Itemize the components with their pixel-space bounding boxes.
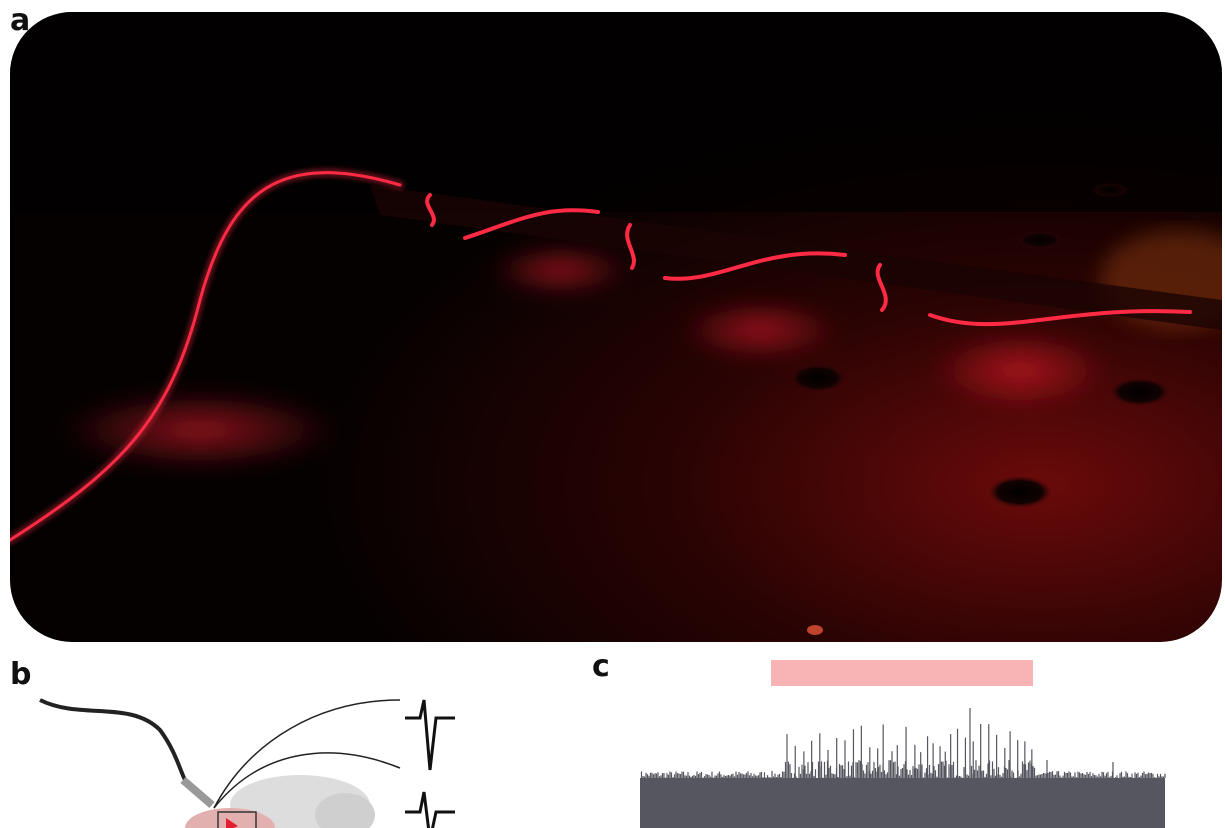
stimulus-bar: [771, 660, 1033, 686]
page: a b c (() => { const data = JSON.parse(d…: [0, 0, 1225, 828]
photo: [10, 12, 1225, 642]
ephys-trace: [640, 708, 1165, 828]
spikes: [640, 708, 1165, 778]
panel-label: c: [592, 649, 610, 684]
panel-label: b: [10, 657, 31, 692]
trace-body: [640, 778, 1165, 828]
panel-label: a: [10, 3, 30, 38]
figure: a b c: [0, 0, 1225, 828]
schematic: [40, 700, 455, 828]
